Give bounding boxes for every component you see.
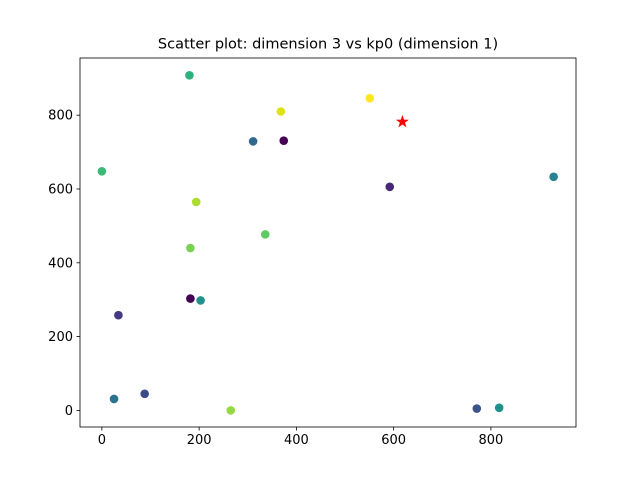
data-point-16 <box>226 406 236 415</box>
x-tick-label-4: 800 <box>478 433 503 448</box>
x-tick-label-1: 200 <box>187 433 212 448</box>
y-tick-label-0: 0 <box>65 404 73 419</box>
data-point-12 <box>196 296 205 305</box>
data-point-0 <box>185 71 194 80</box>
data-point-18 <box>494 403 504 413</box>
data-point-14 <box>140 389 149 399</box>
data-point-8 <box>191 197 201 207</box>
plot-area: 0 200 400 600 800 0 200 400 600 800 <box>48 57 577 448</box>
x-tick-label-3: 600 <box>381 433 406 448</box>
data-point-3 <box>248 137 258 146</box>
y-tick-label-4: 800 <box>48 109 73 124</box>
chart-title: Scatter plot: dimension 3 vs kp0 (dimens… <box>158 37 498 53</box>
y-tick-label-1: 200 <box>48 330 73 345</box>
data-point-9 <box>260 230 270 239</box>
data-point-4 <box>279 136 289 145</box>
highlight-star-marker <box>395 115 409 128</box>
data-point-5 <box>97 166 107 176</box>
x-tick-label-0: 0 <box>98 433 106 448</box>
data-point-15 <box>109 394 119 404</box>
data-point-11 <box>186 294 195 303</box>
data-point-6 <box>385 182 395 192</box>
axes-frame <box>79 57 577 428</box>
y-tick-label-3: 600 <box>48 182 73 197</box>
data-point-10 <box>186 243 195 253</box>
data-point-17 <box>472 404 482 413</box>
data-point-13 <box>114 310 123 320</box>
data-point-7 <box>549 172 558 182</box>
y-tick-label-2: 400 <box>48 256 73 271</box>
data-point-2 <box>365 93 375 103</box>
x-tick-label-2: 400 <box>284 433 309 448</box>
data-point-1 <box>276 107 286 116</box>
